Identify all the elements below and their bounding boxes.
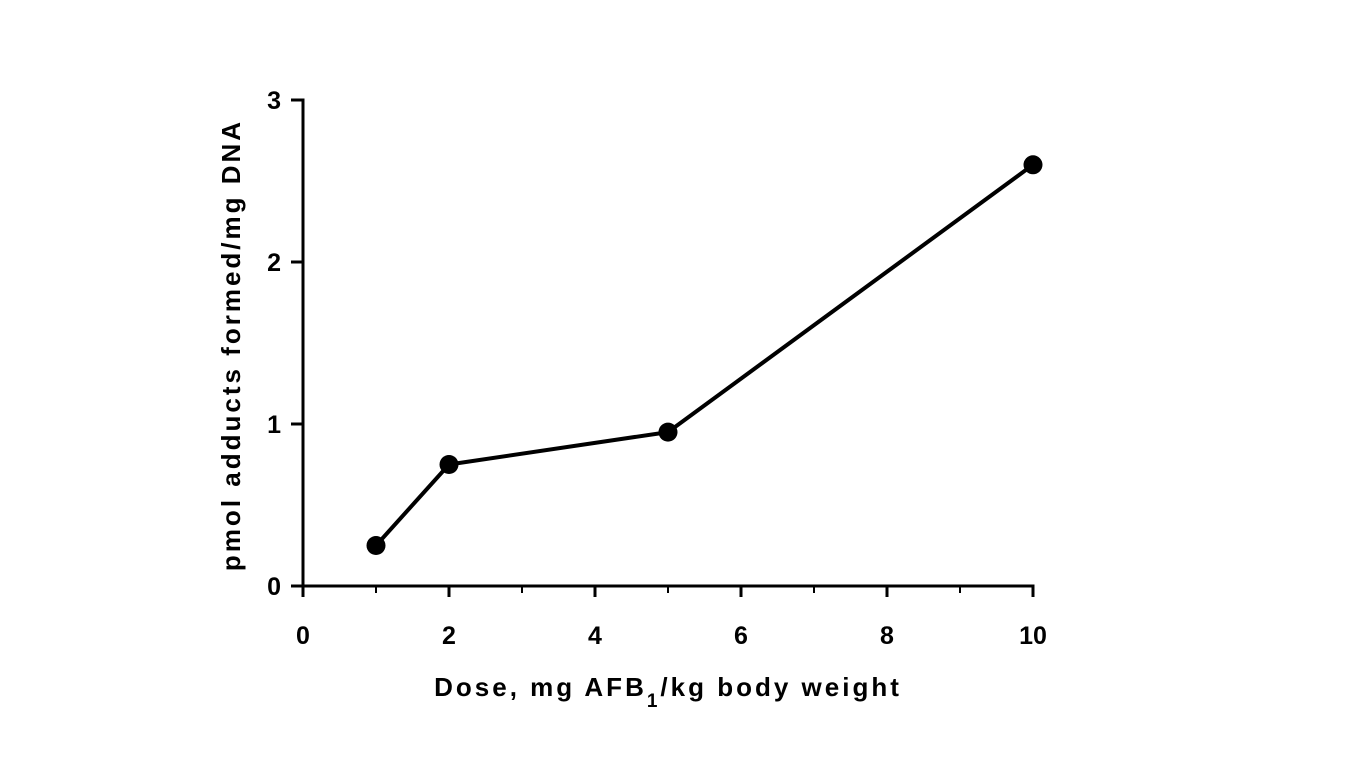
data-point [658,422,678,442]
y-tick-label: 2 [267,249,281,277]
y-axis-ticks: 0 1 2 3 [267,87,303,601]
y-tick-label: 3 [267,87,281,115]
x-axis-title-subscript: 1 [647,691,661,712]
series-line [374,163,1035,547]
axes [301,98,1035,588]
x-tick-label: 8 [880,622,894,650]
x-axis-title-prefix: Dose, mg AFB [434,672,647,702]
x-tick-label: 10 [1019,622,1047,650]
data-point [366,536,386,555]
x-tick-label: 4 [588,622,602,650]
x-axis-ticks: 0 2 4 6 8 10 [296,586,1047,650]
x-axis-title: Dose, mg AFB1/kg body weight [434,672,902,712]
x-tick-label: 2 [442,622,456,650]
x-tick-label: 0 [296,622,310,650]
x-axis-title-suffix: /kg body weight [660,672,901,702]
y-axis-title: pmol adducts formed/mg DNA [216,119,246,571]
series-layer [366,155,1043,555]
x-tick-label: 6 [734,622,748,650]
y-tick-label: 1 [267,411,281,439]
y-tick-label: 0 [267,573,281,601]
data-point [439,455,459,474]
data-point [1023,155,1043,175]
